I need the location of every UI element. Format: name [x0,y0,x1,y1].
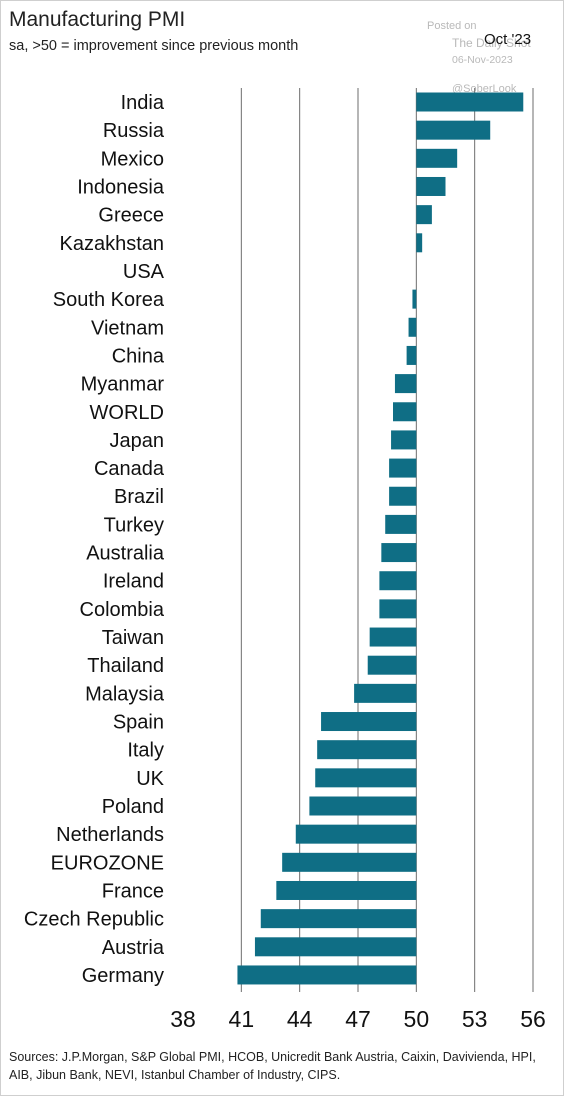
watermark-site: The Daily Shot [452,36,531,50]
bar [254,937,417,957]
bar [412,289,417,309]
bar [416,120,491,140]
category-label: Greece [98,205,164,227]
bar [416,233,423,253]
category-label: Thailand [87,655,164,677]
bar [381,543,417,563]
bar-chart: 38 41 44 47 50 53 56 India Russia Mexico Indonesia… [24,88,546,1032]
category-label: India [121,92,165,114]
bar [408,317,417,337]
bar [385,514,417,534]
x-tick-label: 44 [287,1006,313,1032]
x-tick-label: 56 [520,1006,546,1032]
bar [260,909,417,929]
x-tick-label: 47 [345,1006,371,1032]
category-label: Austria [102,937,165,959]
category-label: Brazil [114,486,164,508]
bar [237,965,417,985]
x-tick-label: 53 [462,1006,488,1032]
bar [379,599,417,619]
bar [406,345,417,365]
category-label: Poland [102,796,164,818]
bar [315,768,417,788]
category-label: Indonesia [77,176,165,198]
category-label: Ireland [103,571,164,593]
bar [389,486,417,506]
category-label: Germany [82,965,164,987]
bar [369,627,417,647]
bar [416,92,524,112]
category-label: Netherlands [56,824,164,846]
bar [295,824,417,844]
x-tick-label: 38 [170,1006,196,1032]
category-label: Colombia [80,599,165,621]
category-label: Kazakhstan [59,233,164,255]
category-label: Spain [113,712,164,734]
period-label: Oct '23 [484,31,532,48]
category-label: Malaysia [85,683,165,705]
category-label: China [112,345,165,367]
bar [276,880,417,900]
category-label: Vietnam [91,317,164,339]
bar [282,852,417,872]
x-tick-label: 50 [404,1006,430,1032]
bar [394,374,417,394]
category-label: Turkey [104,514,164,536]
bar [416,176,446,196]
bar [391,430,417,450]
bar [321,712,417,732]
watermark-posted-on: Posted on [427,20,477,32]
category-label: Japan [110,430,165,452]
bar [309,796,417,816]
category-label: South Korea [53,289,165,311]
bar [416,205,432,225]
category-label: Australia [86,543,165,565]
x-tick-label: 41 [229,1006,255,1032]
bar [354,683,417,703]
bar [393,402,417,422]
category-label: Myanmar [81,374,165,396]
category-label: EUROZONE [51,852,164,874]
sources-note: Sources: J.P.Morgan, S&P Global PMI, HCO… [9,1050,536,1082]
bar [367,655,417,675]
category-label: Mexico [101,148,164,170]
category-label: USA [123,261,165,283]
watermark-handle: @SoberLook [452,83,517,95]
bar [416,148,458,168]
bar [317,740,417,760]
category-label: Czech Republic [24,909,164,931]
chart-subtitle: sa, >50 = improvement since previous mon… [9,38,299,54]
category-label: France [102,880,164,902]
bar [379,571,417,591]
category-label: UK [136,768,164,790]
category-label: Russia [103,120,165,142]
category-label: WORLD [90,402,164,424]
category-label: Canada [94,458,165,480]
watermark-date: 06-Nov-2023 [452,54,513,66]
category-label: Italy [127,740,164,762]
chart-title: Manufacturing PMI [9,8,186,31]
bar [389,458,417,478]
category-label: Taiwan [102,627,164,649]
